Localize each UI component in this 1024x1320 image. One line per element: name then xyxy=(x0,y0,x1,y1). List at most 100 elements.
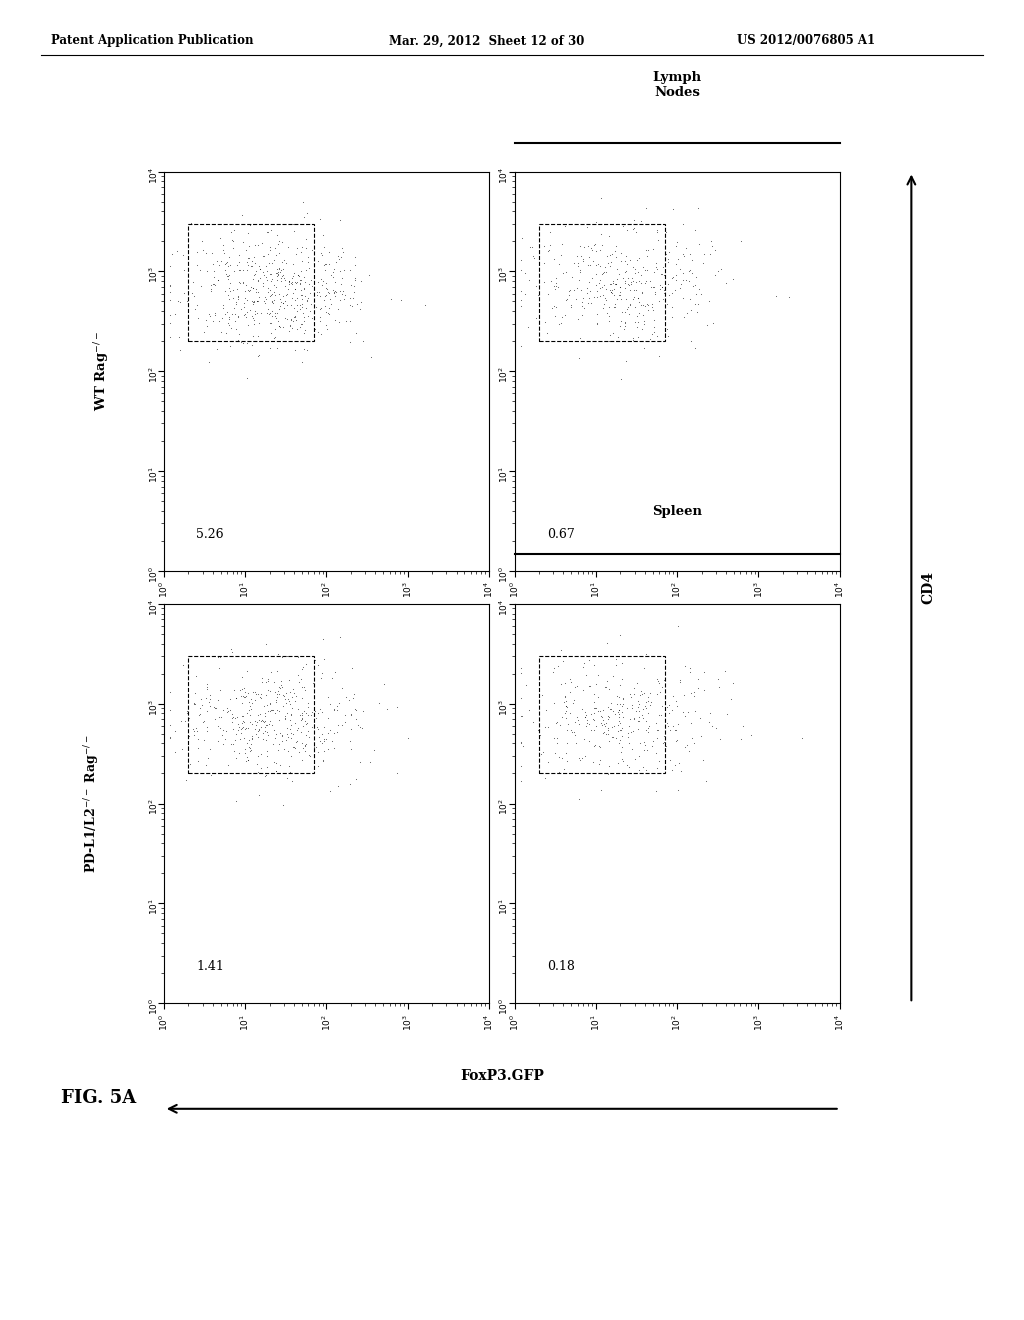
Point xyxy=(558,261,574,282)
Point xyxy=(255,710,271,731)
Point xyxy=(675,213,691,234)
Point xyxy=(648,684,665,705)
Point xyxy=(245,725,261,746)
Point xyxy=(283,714,299,735)
Point xyxy=(189,738,206,759)
Point xyxy=(662,748,678,770)
Point xyxy=(348,293,365,314)
Point xyxy=(675,269,691,290)
Point xyxy=(568,277,585,298)
Point xyxy=(523,236,540,257)
Point xyxy=(682,300,698,321)
Point xyxy=(260,668,276,689)
Point xyxy=(273,677,290,698)
Point xyxy=(318,279,335,300)
Point xyxy=(362,346,379,367)
Point xyxy=(162,726,178,747)
Point xyxy=(202,685,218,706)
Point xyxy=(525,247,542,268)
Point xyxy=(630,261,646,282)
Point xyxy=(196,321,212,342)
Point xyxy=(266,306,283,327)
Point xyxy=(260,700,276,721)
Point xyxy=(215,235,231,256)
Point xyxy=(227,730,244,751)
Point xyxy=(550,656,566,677)
Point xyxy=(265,327,282,348)
Point xyxy=(585,251,601,272)
Point xyxy=(268,752,285,774)
Point xyxy=(611,277,628,298)
Point xyxy=(258,685,274,706)
Point xyxy=(199,243,215,264)
Point xyxy=(325,730,341,751)
Point xyxy=(232,719,249,741)
Point xyxy=(703,715,720,737)
Point xyxy=(196,729,212,750)
Text: 5.26: 5.26 xyxy=(197,528,224,541)
Point xyxy=(252,704,268,725)
Point xyxy=(676,306,692,327)
Point xyxy=(258,746,274,767)
Point xyxy=(188,294,205,315)
Point xyxy=(653,676,670,697)
Point xyxy=(282,314,298,335)
Point xyxy=(273,725,290,746)
Point xyxy=(651,751,668,772)
Point xyxy=(345,684,361,705)
Point xyxy=(232,298,249,319)
Point xyxy=(264,292,281,313)
Point xyxy=(571,747,588,768)
Point xyxy=(611,276,628,297)
Point xyxy=(681,741,697,762)
Point xyxy=(594,276,610,297)
Point xyxy=(213,706,229,727)
Point xyxy=(670,780,686,801)
Point xyxy=(273,671,290,692)
Point xyxy=(262,693,279,714)
Point xyxy=(640,690,656,711)
Point xyxy=(325,267,341,288)
Point xyxy=(651,275,668,296)
Point xyxy=(589,313,605,334)
Point xyxy=(278,730,294,751)
Point xyxy=(717,660,733,681)
Point xyxy=(254,668,270,689)
Point xyxy=(336,289,352,310)
Point xyxy=(638,692,654,713)
Point xyxy=(633,272,649,293)
Point xyxy=(231,743,248,764)
Point xyxy=(330,775,346,796)
Point xyxy=(371,693,387,714)
Point xyxy=(297,741,313,762)
Point xyxy=(628,272,644,293)
Point xyxy=(665,267,681,288)
Point xyxy=(623,249,639,271)
Point xyxy=(289,318,305,339)
Point xyxy=(310,322,327,343)
Point xyxy=(335,281,351,302)
Point xyxy=(287,690,303,711)
Point xyxy=(635,294,651,315)
Point xyxy=(294,705,310,726)
Point xyxy=(206,267,222,288)
Point xyxy=(262,302,279,323)
Point xyxy=(546,248,562,269)
Point xyxy=(677,737,693,758)
Point xyxy=(683,682,699,704)
Point xyxy=(647,253,664,275)
Point xyxy=(586,719,602,741)
Point xyxy=(218,253,234,275)
Point xyxy=(649,719,666,741)
Point xyxy=(668,269,684,290)
Point xyxy=(298,260,314,281)
Point xyxy=(673,273,689,294)
Point xyxy=(601,256,617,277)
Point xyxy=(649,222,666,243)
Point xyxy=(297,319,313,341)
Point xyxy=(649,758,666,779)
Point xyxy=(768,285,784,306)
Point xyxy=(597,288,613,309)
Point xyxy=(279,284,295,305)
Point xyxy=(268,760,285,781)
